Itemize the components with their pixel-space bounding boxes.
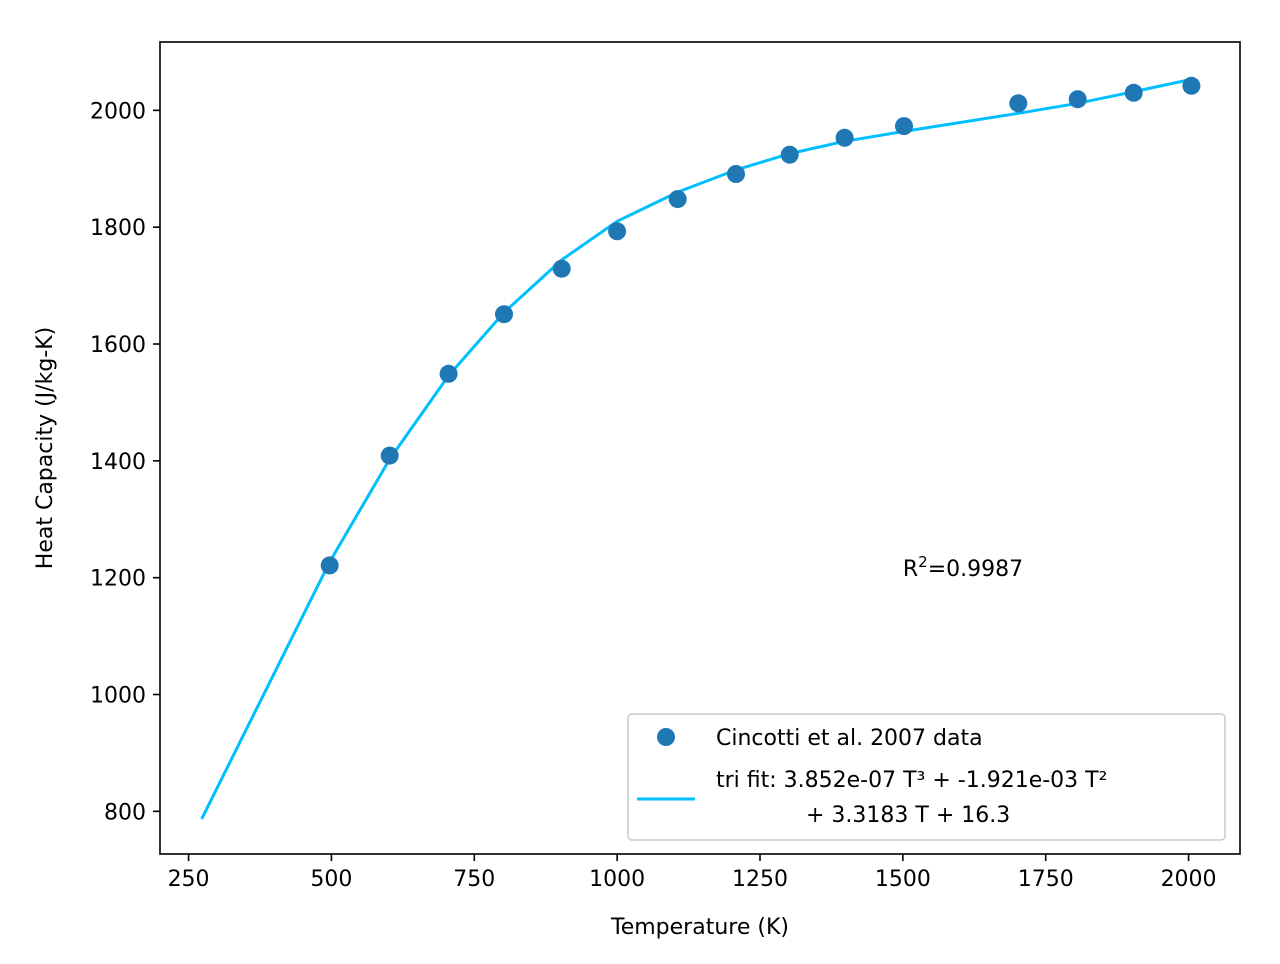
data-point <box>380 446 399 465</box>
data-point <box>780 145 799 164</box>
data-point <box>439 364 458 383</box>
data-point <box>552 259 571 278</box>
x-axis-title: Temperature (K) <box>610 915 789 940</box>
x-tick-label: 1250 <box>732 867 788 892</box>
series-layer <box>200 76 1201 820</box>
legend-label-fit: tri fit: 3.852e-07 T³ + -1.921e-03 T² <box>716 768 1107 793</box>
x-axis-ticks: 250 500 750 1000 1250 1500 1750 2000 <box>168 854 1217 892</box>
data-point <box>1068 90 1087 109</box>
r-squared-annotation: R2=0.9987 <box>903 553 1023 582</box>
legend-box <box>627 713 1226 841</box>
data-point <box>1182 76 1201 95</box>
x-tick-label: 1750 <box>1018 867 1074 892</box>
y-tick-label: 1800 <box>90 216 146 241</box>
y-axis-ticks: 800 1000 1200 1400 1600 1800 2000 <box>90 99 160 825</box>
data-point <box>1009 94 1028 113</box>
data-point <box>495 305 513 324</box>
annotation-superscript: 2 <box>918 553 928 571</box>
legend-label-data: Cincotti et al. 2007 data <box>716 726 983 751</box>
x-tick-label: 500 <box>310 867 352 892</box>
annotation-r: R <box>903 557 918 582</box>
legend-label-fit-line2: + 3.3183 T + 16.3 <box>806 803 1010 828</box>
x-tick-label: 2000 <box>1161 867 1217 892</box>
data-point <box>727 165 745 183</box>
plot-frame <box>159 41 1241 855</box>
data-point <box>835 128 854 147</box>
x-tick-label: 1500 <box>875 867 931 892</box>
x-tick-label: 250 <box>168 867 210 892</box>
data-point <box>895 117 913 136</box>
data-point <box>320 556 339 575</box>
y-tick-label: 800 <box>104 800 146 825</box>
legend: Cincotti et al. 2007 data tri fit: 3.852… <box>627 713 1226 841</box>
y-tick-label: 1200 <box>90 567 146 592</box>
x-tick-label: 750 <box>453 867 495 892</box>
y-tick-label: 1400 <box>90 450 146 475</box>
fit-line <box>200 77 1192 820</box>
y-tick-label: 1000 <box>90 684 146 709</box>
y-tick-label: 1600 <box>90 333 146 358</box>
legend-marker-data <box>657 728 675 746</box>
y-tick-label: 2000 <box>90 99 146 124</box>
data-point <box>668 190 687 209</box>
annotation-value: =0.9987 <box>928 557 1023 582</box>
y-axis-title: Heat Capacity (J/kg-K) <box>33 327 58 569</box>
data-point <box>1124 83 1143 102</box>
data-point <box>608 222 627 241</box>
x-tick-label: 1000 <box>589 867 645 892</box>
